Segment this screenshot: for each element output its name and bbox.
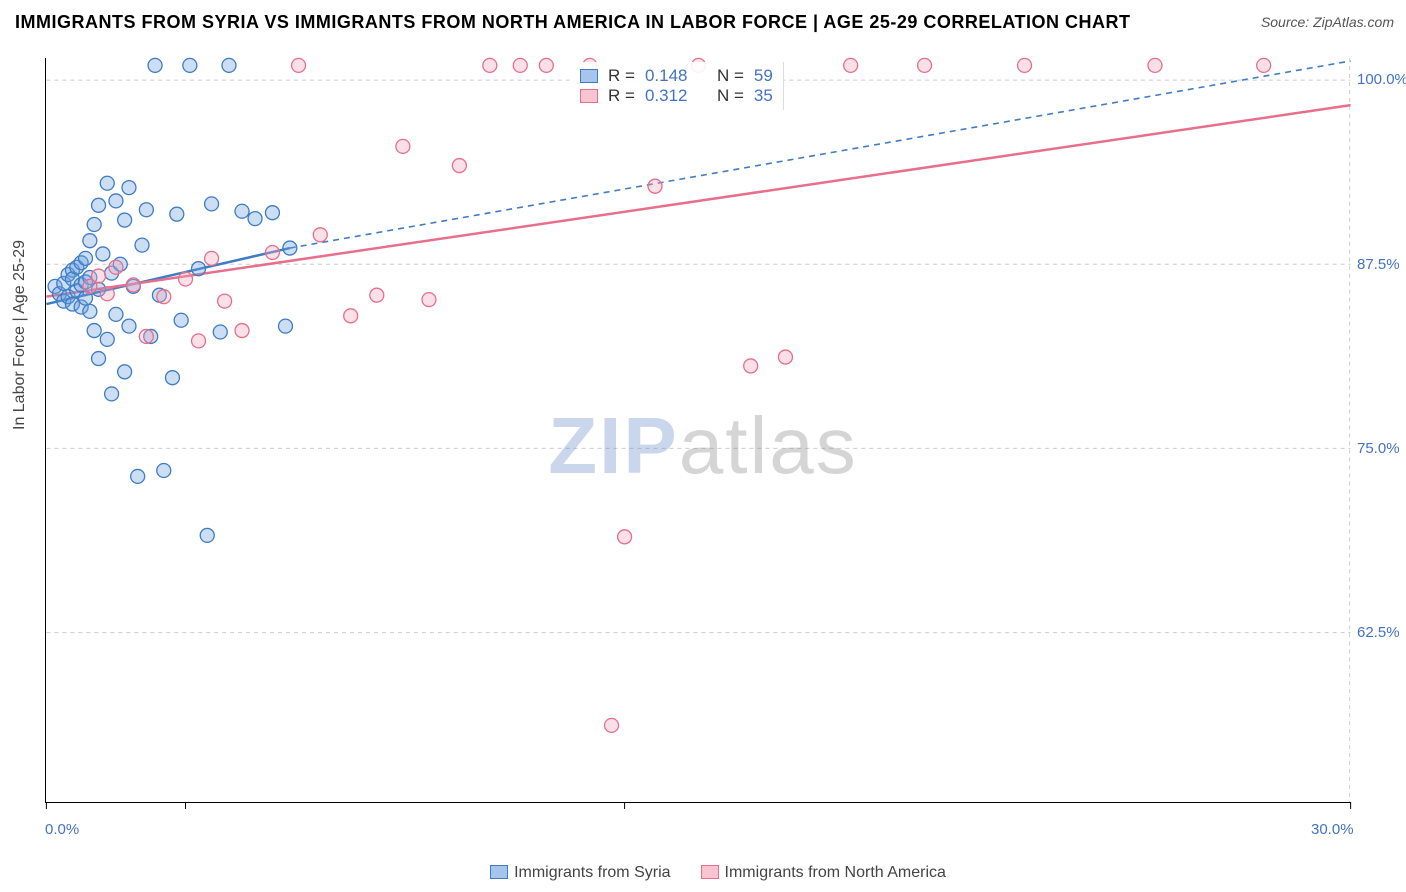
r-label: R = <box>608 66 635 86</box>
n-value: 59 <box>754 66 773 86</box>
legend-label: Immigrants from Syria <box>514 864 670 881</box>
x-tick-label: 0.0% <box>45 821 79 838</box>
r-value: 0.148 <box>645 66 688 86</box>
n-label: N = <box>717 66 744 86</box>
legend-chip <box>490 865 508 879</box>
y-tick-label: 62.5% <box>1357 624 1400 641</box>
r-label: R = <box>608 86 635 106</box>
corr-legend-row: R = 0.312 N = 35 <box>580 86 773 106</box>
y-axis-label: In Labor Force | Age 25-29 <box>11 240 29 430</box>
legend-chip <box>701 865 719 879</box>
n-label: N = <box>717 86 744 106</box>
y-tick-label: 75.0% <box>1357 440 1400 457</box>
y-tick-label: 87.5% <box>1357 256 1400 273</box>
y-tick-label: 100.0% <box>1357 71 1406 88</box>
source-label: Source: ZipAtlas.com <box>1261 14 1394 30</box>
series-legend: Immigrants from Syria Immigrants from Nor… <box>0 864 1406 882</box>
chart-container: IMMIGRANTS FROM SYRIA VS IMMIGRANTS FROM… <box>0 0 1406 892</box>
watermark: ZIPatlas <box>548 400 857 492</box>
n-value: 35 <box>754 86 773 106</box>
correlation-legend: R = 0.148 N = 59 R = 0.312 N = 35 <box>570 62 784 110</box>
legend-label: Immigrants from North America <box>725 864 946 881</box>
legend-chip <box>580 89 598 103</box>
corr-legend-row: R = 0.148 N = 59 <box>580 66 773 86</box>
watermark-zip: ZIP <box>548 401 678 490</box>
legend-chip <box>580 69 598 83</box>
x-tick-label: 30.0% <box>1311 821 1354 838</box>
r-value: 0.312 <box>645 86 688 106</box>
watermark-atlas: atlas <box>679 401 858 490</box>
chart-title: IMMIGRANTS FROM SYRIA VS IMMIGRANTS FROM… <box>15 12 1131 33</box>
